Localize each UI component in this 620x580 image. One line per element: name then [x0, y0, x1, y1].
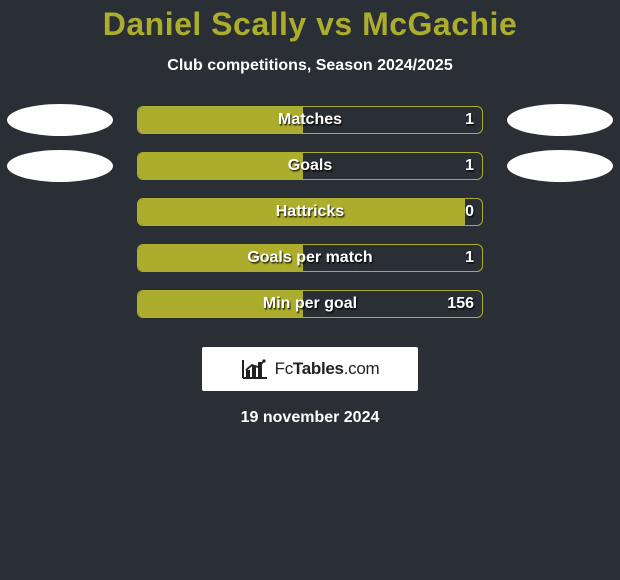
stat-bar: Matches1	[137, 106, 483, 134]
stat-bar: Hattricks0	[137, 198, 483, 226]
stat-bar-fill	[138, 199, 465, 225]
comparison-infographic: Daniel Scally vs McGachie Club competiti…	[0, 0, 620, 427]
stat-bar: Goals1	[137, 152, 483, 180]
brand-suffix: .com	[344, 359, 380, 378]
player-right-avatar	[507, 150, 613, 182]
stat-rows: Matches1 Goals1 Hattricks0 Goals per match1…	[0, 99, 620, 329]
stat-row: Min per goal156	[0, 283, 620, 329]
stat-value-right: 1	[465, 157, 474, 175]
page-title: Daniel Scally vs McGachie	[0, 6, 620, 43]
brand-prefix: Fc	[275, 359, 293, 378]
brand-text: FcTables.com	[275, 359, 380, 379]
stat-row: Goals1	[0, 145, 620, 191]
stat-bar-fill	[138, 153, 303, 179]
stat-bar-fill	[138, 245, 303, 271]
stat-value-right: 156	[447, 295, 474, 313]
subtitle: Club competitions, Season 2024/2025	[0, 57, 620, 75]
brand-logo: FcTables.com	[202, 347, 418, 391]
date-label: 19 november 2024	[0, 409, 620, 427]
player-left-avatar	[7, 104, 113, 136]
stat-bar: Min per goal156	[137, 290, 483, 318]
stat-row: Matches1	[0, 99, 620, 145]
stat-value-right: 1	[465, 249, 474, 267]
stat-bar-fill	[138, 107, 303, 133]
brand-bold: Tables	[293, 359, 344, 378]
chart-icon	[241, 358, 269, 380]
stat-value-right: 0	[465, 203, 474, 221]
stat-bar: Goals per match1	[137, 244, 483, 272]
stat-value-right: 1	[465, 111, 474, 129]
player-left-avatar	[7, 150, 113, 182]
stat-row: Hattricks0	[0, 191, 620, 237]
stat-row: Goals per match1	[0, 237, 620, 283]
player-right-avatar	[507, 104, 613, 136]
stat-bar-fill	[138, 291, 303, 317]
